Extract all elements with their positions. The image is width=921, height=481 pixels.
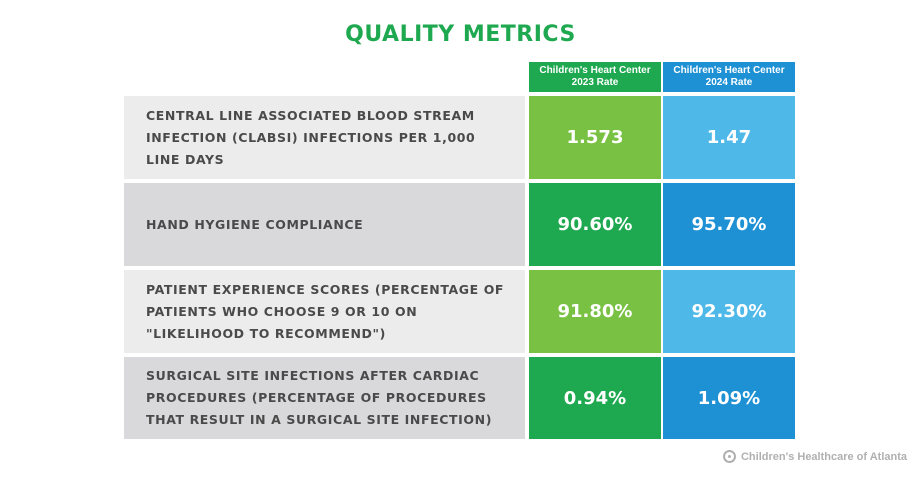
cell-clabsi-2023: 1.573 xyxy=(529,96,661,179)
childrens-healthcare-logo-icon xyxy=(722,450,736,463)
column-header-2023-line2: 2023 Rate xyxy=(571,77,619,88)
column-header-2023: Children's Heart Center 2023 Rate xyxy=(529,62,661,92)
chart-title: QUALITY METRICS xyxy=(345,22,576,47)
cell-hand-hygiene-2024: 95.70% xyxy=(663,183,795,266)
cell-patient-experience-2023: 91.80% xyxy=(529,270,661,353)
footer-logo-text: Children's Healthcare of Atlanta xyxy=(740,450,907,463)
footer-logo: Children's Healthcare of Atlanta xyxy=(722,450,907,463)
column-header-2024: Children's Heart Center 2024 Rate xyxy=(663,62,795,92)
column-header-2023-line1: Children's Heart Center xyxy=(539,65,651,76)
cell-surgical-site-2024: 1.09% xyxy=(663,357,795,439)
row-label-surgical-site: SURGICAL SITE INFECTIONS AFTER CARDIAC P… xyxy=(124,357,525,439)
row-label-patient-experience: PATIENT EXPERIENCE SCORES (PERCENTAGE OF… xyxy=(124,270,525,353)
row-label-hand-hygiene: HAND HYGIENE COMPLIANCE xyxy=(124,183,525,266)
column-header-2024-line2: 2024 Rate xyxy=(705,77,753,88)
cell-hand-hygiene-2023: 90.60% xyxy=(529,183,661,266)
cell-surgical-site-2023: 0.94% xyxy=(529,357,661,439)
cell-clabsi-2024: 1.47 xyxy=(663,96,795,179)
column-header-2024-line1: Children's Heart Center xyxy=(673,65,785,76)
cell-patient-experience-2024: 92.30% xyxy=(663,270,795,353)
row-label-clabsi: CENTRAL LINE ASSOCIATED BLOOD STREAM INF… xyxy=(124,96,525,179)
